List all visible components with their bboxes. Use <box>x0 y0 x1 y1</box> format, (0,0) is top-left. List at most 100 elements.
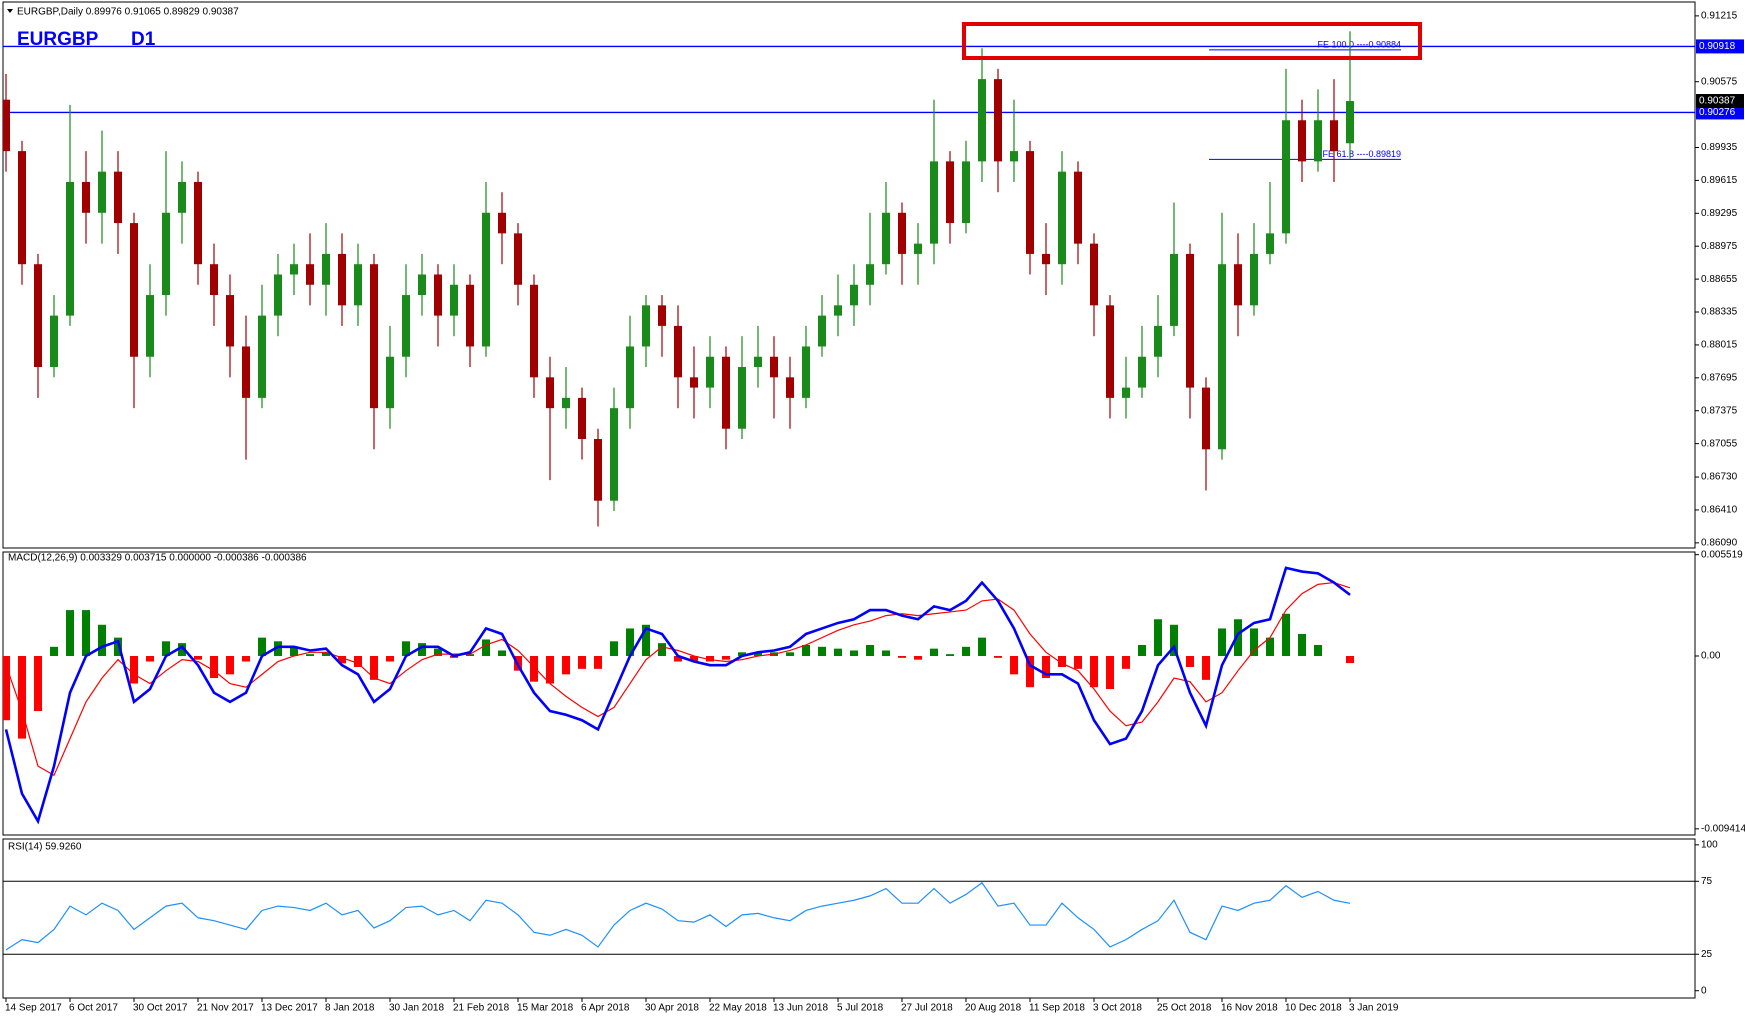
candle-body <box>818 315 826 347</box>
histogram-bar <box>130 655 138 684</box>
histogram-bar <box>850 650 858 656</box>
candle-body <box>994 79 1002 162</box>
histogram-bar <box>178 643 186 656</box>
histogram-bar <box>1186 655 1194 668</box>
histogram-bar <box>210 655 218 679</box>
candle-body <box>418 274 426 296</box>
candle-body <box>594 439 602 501</box>
macd-line <box>4 566 1351 825</box>
candle-body <box>962 161 970 224</box>
histogram-bar <box>82 610 90 656</box>
candle-body <box>162 212 170 296</box>
candle-body <box>1314 120 1322 162</box>
y-tick-label: 0.88015 <box>1701 340 1738 351</box>
rsi-panel <box>2 838 1696 999</box>
candle-body <box>930 161 938 244</box>
rsi-plot <box>3 880 1695 955</box>
candle-body <box>306 264 314 285</box>
candle-body <box>706 356 714 388</box>
histogram-bar <box>370 655 378 680</box>
main-plot: FE 100.0 ----0.90884 FE 61.8 ----0.89819 <box>3 31 1695 527</box>
candle-body <box>1186 253 1194 388</box>
histogram-bar <box>98 624 106 656</box>
candle-body <box>1154 325 1162 357</box>
current-price-box <box>1696 94 1744 109</box>
candle-body <box>866 264 874 285</box>
candle-body <box>546 377 554 409</box>
candle-body <box>1266 233 1274 254</box>
x-tick-label: 30 Oct 2017 <box>133 1003 188 1014</box>
candle-body <box>66 181 74 316</box>
histogram-bar <box>322 652 330 656</box>
histogram-bar <box>146 655 154 662</box>
candle-body <box>690 377 698 388</box>
price-box-label: 0.90918 <box>1699 41 1736 52</box>
candle-body <box>354 264 362 306</box>
candle-body <box>1058 171 1066 265</box>
symbol: EURGBP <box>17 29 99 50</box>
candle-body <box>1106 305 1114 398</box>
histogram-bar <box>1266 637 1274 656</box>
candle-body <box>786 377 794 398</box>
x-tick-label: 16 Nov 2018 <box>1221 1003 1278 1014</box>
candle-body <box>1170 253 1178 326</box>
histogram-bar <box>690 655 698 662</box>
fibo-label: FE 61.8 ----0.89819 <box>1322 149 1401 159</box>
candle-body <box>1010 151 1018 162</box>
candle-body <box>114 171 122 224</box>
candle-body <box>642 305 650 347</box>
y-tick-label: 0.86730 <box>1701 472 1738 483</box>
candle-body <box>146 295 154 357</box>
candle-body <box>562 397 570 409</box>
histogram-bar <box>706 655 714 662</box>
histogram-bar <box>194 655 202 660</box>
histogram-bar <box>866 644 874 656</box>
candle-body <box>386 356 394 409</box>
rsi-title: RSI(14) 59.9260 <box>8 842 82 853</box>
histogram-bar <box>610 641 618 656</box>
x-tick-label: 13 Dec 2017 <box>261 1003 318 1014</box>
histogram-bar <box>642 624 650 656</box>
y-tick-label: 25 <box>1701 949 1713 960</box>
histogram-bar <box>546 655 554 684</box>
histogram-bar <box>978 637 986 656</box>
fibo-label: FE 100.0 ----0.90884 <box>1317 39 1401 49</box>
candle-body <box>498 212 506 234</box>
histogram-bar <box>722 655 730 660</box>
price-box-label: 0.90276 <box>1699 107 1736 118</box>
x-tick-label: 8 Jan 2018 <box>325 1003 375 1014</box>
y-tick-label: 100 <box>1701 839 1718 850</box>
y-tick-label: 0.89935 <box>1701 142 1738 153</box>
chart-header: EURGBP,Daily 0.89976 0.91065 0.89829 0.9… <box>17 7 239 18</box>
histogram-bar <box>402 641 410 656</box>
histogram-bar <box>274 641 282 656</box>
histogram-bar <box>290 646 298 656</box>
histogram-bar <box>930 648 938 656</box>
y-tick-label: 0.005519 <box>1701 549 1743 560</box>
candle-body <box>258 315 266 398</box>
histogram-bar <box>898 655 906 658</box>
candle-body <box>898 212 906 254</box>
histogram-bar <box>114 637 122 656</box>
candle-body <box>1282 120 1290 234</box>
histogram-bar <box>658 643 666 656</box>
candle-body <box>514 233 522 285</box>
y-tick-label: 0.87055 <box>1701 438 1738 449</box>
menu-arrow[interactable] <box>7 9 13 13</box>
macd-plot <box>3 566 1354 825</box>
histogram-bar <box>994 655 1002 658</box>
candle-body <box>1218 264 1226 450</box>
candle-body <box>802 346 810 398</box>
histogram-bar <box>1250 628 1258 656</box>
histogram-bar <box>226 655 234 675</box>
x-tick-label: 30 Jan 2018 <box>389 1003 444 1014</box>
y-tick-label: 0 <box>1701 985 1707 996</box>
candle-body <box>274 274 282 316</box>
candle-body <box>226 295 234 347</box>
histogram-bar <box>1218 628 1226 656</box>
candle-body <box>1250 253 1258 306</box>
histogram-bar <box>562 655 570 675</box>
x-tick-label: 13 Jun 2018 <box>773 1003 828 1014</box>
x-tick-label: 3 Jan 2019 <box>1349 1003 1399 1014</box>
